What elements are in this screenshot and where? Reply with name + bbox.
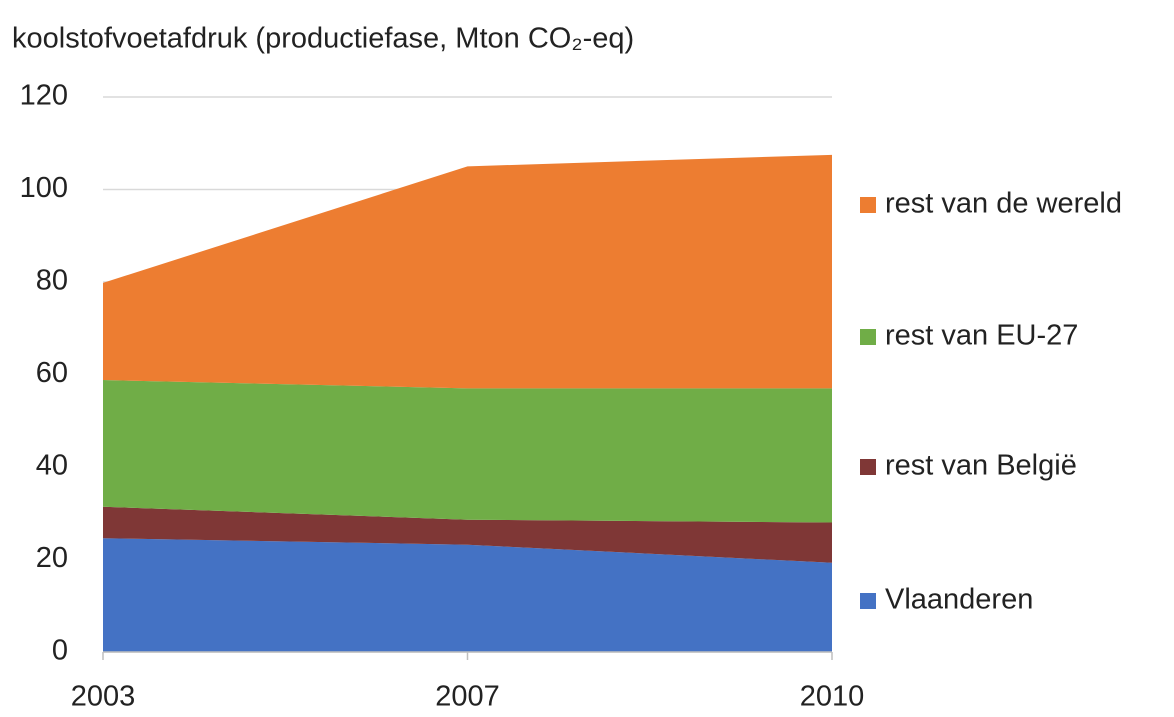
x-tick-label: 2007 bbox=[435, 681, 500, 713]
legend-swatch bbox=[860, 197, 876, 213]
y-tick-label: 120 bbox=[20, 80, 68, 112]
y-tick-label: 100 bbox=[20, 172, 68, 204]
legend-label: rest van België bbox=[885, 450, 1077, 482]
legend-swatch bbox=[860, 593, 876, 609]
x-tick-label: 2003 bbox=[71, 681, 136, 713]
y-tick-label: 0 bbox=[52, 635, 68, 667]
y-tick-label: 80 bbox=[36, 265, 68, 297]
area bbox=[103, 506, 832, 563]
x-tick-label: 2010 bbox=[800, 681, 865, 713]
y-tick-label: 40 bbox=[36, 450, 68, 482]
legend-label: rest van de wereld bbox=[885, 188, 1122, 220]
legend-swatch bbox=[860, 459, 876, 475]
chart-title: koolstofvoetafdruk (productiefase, Mton … bbox=[12, 23, 634, 55]
legend-label: Vlaanderen bbox=[885, 584, 1033, 616]
y-tick-label: 60 bbox=[36, 357, 68, 389]
area bbox=[103, 380, 832, 523]
area bbox=[103, 538, 832, 652]
legend-label: rest van EU-27 bbox=[885, 320, 1078, 352]
area bbox=[103, 154, 832, 389]
y-tick-label: 20 bbox=[36, 542, 68, 574]
legend-swatch bbox=[860, 329, 876, 345]
